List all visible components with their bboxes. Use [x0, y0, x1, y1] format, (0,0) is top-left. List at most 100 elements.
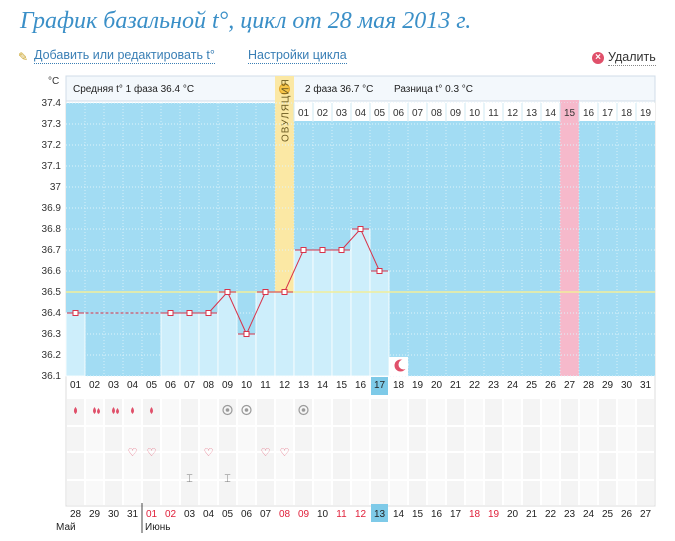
marker-cell [257, 481, 274, 505]
y-tick-label: 37.4 [42, 98, 62, 109]
post-ovulation-day: 14 [545, 108, 557, 119]
temperature-bar [274, 291, 295, 377]
today-date-marker [371, 504, 388, 522]
marker-cell [67, 427, 84, 451]
y-tick-label: 36.7 [42, 245, 62, 256]
calendar-date: 07 [260, 509, 272, 520]
cycle-day-label: 19 [412, 380, 424, 391]
marker-cell [124, 427, 141, 451]
cycle-day-label: 13 [298, 380, 310, 391]
marker-cell [390, 481, 407, 505]
calendar-date: 25 [602, 509, 614, 520]
delete-link[interactable]: Удалить [608, 50, 656, 66]
temperature-point [72, 310, 79, 316]
calendar-date: 06 [241, 509, 253, 520]
cycle-day-label: 17 [374, 380, 386, 391]
temperature-point [319, 247, 326, 253]
calendar-date: 09 [298, 509, 310, 520]
marker-cell [504, 481, 521, 505]
temperature-line [341, 228, 361, 251]
temperature-bar [198, 312, 219, 377]
calendar-date: 01 [146, 509, 158, 520]
marker-cell [105, 427, 122, 451]
edit-temperature-link[interactable]: Добавить или редактировать t° [34, 48, 215, 64]
y-tick-label: 37.1 [42, 161, 62, 172]
marker-cell [409, 399, 426, 425]
marker-cell [181, 481, 198, 505]
calendar-date: 05 [222, 509, 234, 520]
ovulation-label: ОВУЛЯЦИЯ [281, 78, 292, 142]
marker-cell [466, 427, 483, 451]
y-tick-label: 37.3 [42, 119, 62, 130]
marker-cell [599, 399, 616, 425]
marker-cell [238, 427, 255, 451]
calendar-date: 02 [165, 509, 177, 520]
marker-cell [523, 399, 540, 425]
post-ovulation-day: 15 [564, 108, 576, 119]
marker-cell [599, 427, 616, 451]
temperature-line [208, 291, 228, 314]
post-ovulation-day: 01 [298, 108, 310, 119]
y-tick-label: 36.9 [42, 203, 62, 214]
cycle-day-label: 02 [89, 380, 101, 391]
blood-drop-icon [74, 407, 77, 414]
marker-cell [618, 427, 635, 451]
marker-cell [219, 427, 236, 451]
temperature-point [186, 310, 193, 316]
calendar-date: 28 [70, 509, 82, 520]
y-tick-label: 36.1 [42, 371, 62, 382]
cycle-day-label: 26 [545, 380, 557, 391]
discharge-icon [298, 404, 309, 416]
y-tick-label: 36.5 [42, 287, 62, 298]
temperature-bar [179, 312, 200, 377]
marker-cell [105, 453, 122, 479]
marker-cell [67, 453, 84, 479]
marker-cell [599, 453, 616, 479]
calendar-date: 31 [127, 509, 139, 520]
marker-cell [447, 453, 464, 479]
marker-cell [371, 481, 388, 505]
marker-cell [466, 453, 483, 479]
temperature-line [284, 249, 304, 293]
test-icon: ⌶ [224, 473, 231, 485]
heart-icon: ♡ [147, 447, 157, 459]
marker-cell [485, 427, 502, 451]
marker-cell [504, 399, 521, 425]
marker-cell [523, 453, 540, 479]
calendar-date: 19 [488, 509, 500, 520]
y-tick-label: 36.8 [42, 224, 62, 235]
cycle-day-label: 07 [184, 380, 196, 391]
blood-drop-icon [97, 408, 100, 414]
y-tick-label: 36.2 [42, 350, 62, 361]
temperature-point [338, 247, 345, 253]
cycle-day-label: 18 [393, 380, 405, 391]
post-ovulation-day: 05 [374, 108, 386, 119]
calendar-date: 08 [279, 509, 291, 520]
temperature-bar [350, 228, 371, 377]
discharge-icon-dot [301, 408, 306, 412]
calendar-date: 18 [469, 509, 481, 520]
marker-cell [124, 453, 141, 479]
cycle-day-label: 10 [241, 380, 253, 391]
marker-cell [162, 453, 179, 479]
cycle-day-label: 09 [222, 380, 234, 391]
blood-drop-icon [93, 407, 96, 414]
calendar-date: 21 [526, 509, 538, 520]
cycle-settings-link[interactable]: Настройки цикла [248, 48, 347, 64]
y-tick-label: 36.4 [42, 308, 62, 319]
marker-cell [637, 399, 654, 425]
marker-cell [86, 481, 103, 505]
cycle-day-label: 31 [640, 380, 652, 391]
marker-cell [314, 481, 331, 505]
marker-cell [580, 399, 597, 425]
heart-icon: ♡ [280, 447, 290, 459]
marker-cell [219, 399, 236, 425]
delete-icon[interactable]: × [592, 52, 604, 64]
temperature-point [357, 226, 364, 232]
heart-icon: ♡ [204, 447, 214, 459]
post-ovulation-day: 09 [450, 108, 462, 119]
marker-cell [86, 453, 103, 479]
marker-cell [637, 453, 654, 479]
cycle-day-label: 29 [602, 380, 614, 391]
calendar-date: 15 [412, 509, 424, 520]
